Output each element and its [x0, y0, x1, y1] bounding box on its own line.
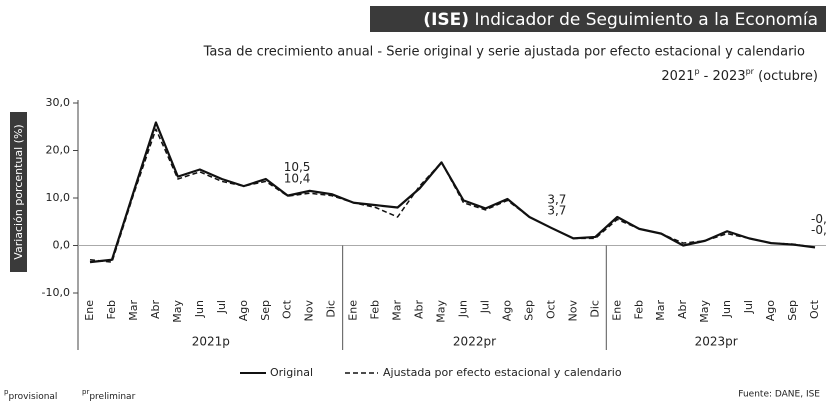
legend-label: Original: [270, 366, 313, 379]
x-tick-label: Jul: [742, 300, 755, 314]
x-tick-label: Sep: [786, 300, 799, 321]
x-tick-label: Ago: [764, 300, 777, 322]
y-tick-label: 10,0: [46, 191, 71, 204]
period-part: 2021: [661, 69, 694, 84]
x-tick-label: Feb: [632, 300, 645, 319]
x-tick-label: Jul: [215, 300, 228, 314]
footnote: pprovisional: [4, 388, 57, 402]
x-tick-label: Oct: [808, 299, 821, 319]
x-tick-label: Nov: [303, 300, 316, 322]
y-tick-label: 20,0: [46, 144, 71, 157]
footnote-text: provisional: [8, 392, 57, 402]
x-tick-label: Ene: [83, 300, 96, 321]
footnote-mark: pr: [82, 388, 89, 396]
x-tick-label: May: [171, 300, 184, 323]
x-tick-label: Oct: [281, 299, 294, 319]
subtitle: Tasa de crecimiento anual - Serie origin…: [203, 45, 805, 60]
x-tick-label: Sep: [259, 300, 272, 321]
data-label: 10,4: [284, 172, 311, 186]
year-label: 2023pr: [695, 335, 738, 349]
x-tick-label: Jun: [456, 300, 469, 318]
footnote: prpreliminar: [82, 388, 136, 402]
data-label: -0,4: [811, 212, 826, 226]
x-tick-label: Ene: [347, 300, 360, 321]
period-part: - 2023: [700, 69, 746, 84]
x-tick-label: Nov: [566, 300, 579, 322]
y-label-bg: [10, 112, 27, 272]
chart-title: (ISE) Indicador de Seguimiento a la Econ…: [423, 10, 818, 30]
x-tick-label: Ago: [237, 300, 250, 322]
data-label: 3,7: [547, 203, 566, 217]
x-tick-label: Feb: [369, 300, 382, 319]
title-text: Indicador de Seguimiento a la Economía: [474, 10, 818, 30]
series-line: [89, 121, 816, 264]
subtitle-period: 2021p - 2023pr (octubre): [661, 67, 818, 84]
x-tick-label: Jun: [720, 300, 733, 318]
x-tick-label: Feb: [105, 300, 118, 319]
x-tick-label: Sep: [522, 300, 535, 321]
x-tick-label: Ene: [610, 300, 623, 321]
x-tick-label: Dic: [588, 300, 601, 318]
data-label: -0,4: [811, 223, 826, 237]
x-tick-label: Mar: [654, 300, 667, 321]
y-tick-label: -10,0: [42, 286, 70, 299]
x-tick-label: Mar: [391, 300, 404, 321]
y-tick-label: 0,0: [53, 239, 71, 252]
x-tick-label: Dic: [325, 300, 338, 318]
title-abbr: (ISE): [423, 10, 469, 30]
x-tick-label: Abr: [413, 300, 426, 320]
x-tick-label: Jul: [478, 300, 491, 314]
period-sup: p: [694, 67, 699, 76]
x-tick-label: Abr: [676, 300, 689, 320]
footnote-mark: p: [4, 388, 9, 396]
series-line: [89, 128, 816, 263]
source: Fuente: DANE, ISE: [738, 390, 820, 400]
period-sup: pr: [746, 67, 755, 76]
footnote-text: preliminar: [89, 392, 135, 402]
x-tick-label: Oct: [544, 299, 557, 319]
data-label: 10,5: [284, 160, 311, 174]
x-tick-label: May: [435, 300, 448, 323]
year-label: 2021p: [192, 335, 230, 349]
x-tick-label: May: [698, 300, 711, 323]
year-label: 2022pr: [453, 335, 496, 349]
x-tick-label: Jun: [193, 300, 206, 318]
x-tick-label: Ago: [500, 300, 513, 322]
data-label: 3,7: [547, 192, 566, 206]
x-tick-label: Abr: [149, 300, 162, 320]
y-axis-label: Variación porcentual (%): [12, 124, 25, 259]
legend-label: Ajustada por efecto estacional y calenda…: [383, 366, 622, 379]
title-banner: [370, 6, 826, 32]
x-tick-label: Mar: [127, 300, 140, 321]
period-part: (octubre): [754, 69, 818, 84]
y-tick-label: 30,0: [46, 96, 71, 109]
